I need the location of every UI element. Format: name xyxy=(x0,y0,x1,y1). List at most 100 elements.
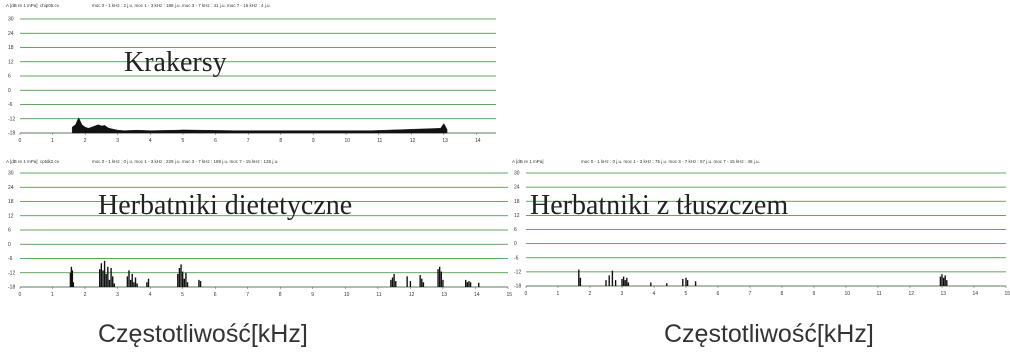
x-tick-label: 13 xyxy=(442,138,448,144)
x-tick-label: 2 xyxy=(84,292,87,298)
x-tick-label: 2 xyxy=(84,138,87,144)
spectrum-bar xyxy=(390,279,392,287)
chart-header-file: cptdk2.cv xyxy=(40,159,60,164)
x-tick-label: 4 xyxy=(653,291,656,297)
x-tick-label: 7 xyxy=(246,292,249,298)
x-tick-label: 10 xyxy=(345,138,351,144)
y-tick-label: -18 xyxy=(8,131,15,137)
spectrum-bar xyxy=(183,278,185,287)
spectrum-bar xyxy=(421,278,423,287)
spectrum-bar xyxy=(579,277,582,286)
chart-header-stats: moc 0 - 1 kHz : 0 j.u. moc 1 - 3 kHz : 2… xyxy=(92,159,279,164)
spectrum-bar xyxy=(131,273,133,287)
x-tick-label: 13 xyxy=(941,291,947,297)
x-tick-label: 12 xyxy=(409,292,415,298)
spectrum-bar xyxy=(128,270,130,287)
spectrum-bar xyxy=(626,277,628,286)
spectrum-bar xyxy=(178,268,181,287)
x-tick-label: 14 xyxy=(973,291,979,297)
spectrum-bar xyxy=(126,276,129,287)
x-tick-label: 0 xyxy=(525,291,528,297)
y-tick-label: 6 xyxy=(8,74,11,80)
spectrum-bar xyxy=(100,263,103,287)
spectrum-bar xyxy=(941,274,943,286)
x-tick-label: 0 xyxy=(19,292,22,298)
chart-title: Herbatniki z tłuszczem xyxy=(530,190,789,221)
spectrum-bar xyxy=(694,281,697,286)
spectrum-bar xyxy=(69,272,72,287)
x-axis-label-left: Częstotliwość[kHz] xyxy=(98,320,308,348)
spectrum-bar xyxy=(478,282,480,287)
spectrum-bar xyxy=(186,282,189,287)
spectrum-bar xyxy=(627,282,630,286)
spectrum-bar xyxy=(438,266,441,287)
spectrum-bar xyxy=(422,282,425,287)
spectrum-bar xyxy=(181,271,184,287)
y-tick-label: 24 xyxy=(514,185,520,191)
y-tick-label: 12 xyxy=(514,213,520,219)
x-tick-label: 10 xyxy=(845,291,851,297)
spectrum-bar xyxy=(105,273,107,287)
y-tick-label: -12 xyxy=(8,270,15,276)
y-tick-label: 0 xyxy=(514,241,517,247)
spectrum-bar xyxy=(939,276,942,286)
x-tick-label: 14 xyxy=(475,138,481,144)
chart-header-axis: A [dB re 1 mPa] xyxy=(6,3,38,8)
spectrum-bar xyxy=(409,281,412,287)
spectrum-bar xyxy=(146,282,148,287)
spectrum-bar xyxy=(614,280,617,286)
spectrum-bar xyxy=(578,269,580,286)
x-tick-label: 5 xyxy=(181,292,184,298)
spectrum-bar xyxy=(442,279,444,287)
spectrum-bar xyxy=(393,273,395,287)
y-tick-label: 6 xyxy=(8,228,11,234)
spectrum-bar xyxy=(469,282,472,287)
chart-header-stats: moc 0 - 1 kHz : 2 j.u. moc 1 - 3 kHz : 1… xyxy=(92,3,271,8)
x-tick-label: 15 xyxy=(1005,291,1010,297)
x-tick-label: 4 xyxy=(149,292,152,298)
spectrum-bar xyxy=(99,269,101,287)
spectrum-area xyxy=(71,117,448,134)
x-tick-label: 1 xyxy=(51,138,54,144)
x-tick-label: 14 xyxy=(474,292,480,298)
x-tick-label: 11 xyxy=(877,291,882,297)
spectrum-bar xyxy=(611,270,614,286)
x-axis-label-right: Częstotliwość[kHz] xyxy=(664,320,874,348)
spectrum-bar xyxy=(147,278,150,287)
spectrum-bar xyxy=(70,266,73,287)
x-tick-label: 9 xyxy=(311,292,314,298)
chart-panel-herbatniki-dietetyczne: A [dB re 1 mPa] cptdk2.cv moc 0 - 1 kHz … xyxy=(0,152,512,302)
spectrum-bar xyxy=(666,283,668,286)
x-tick-label: 0 xyxy=(19,138,22,144)
y-tick-label: 30 xyxy=(8,17,14,23)
x-tick-label: 12 xyxy=(909,291,915,297)
spectrum-bar xyxy=(198,279,200,287)
x-tick-label: 5 xyxy=(685,291,688,297)
x-tick-label: 9 xyxy=(312,138,315,144)
spectrum-bar xyxy=(942,277,945,286)
y-tick-label: 18 xyxy=(8,45,14,51)
spectrum-bar xyxy=(185,272,187,287)
x-tick-label: 10 xyxy=(344,292,350,298)
x-tick-label: 1 xyxy=(51,292,54,298)
spectrum-bar xyxy=(102,270,104,287)
x-tick-label: 7 xyxy=(749,291,752,297)
y-tick-label: -6 xyxy=(8,256,13,262)
y-tick-label: -18 xyxy=(8,285,15,291)
spectrum-bar xyxy=(112,276,114,287)
y-tick-label: 24 xyxy=(8,31,14,37)
x-tick-label: 1 xyxy=(557,291,560,297)
chart-title: Krakersy xyxy=(124,47,227,78)
x-tick-label: 7 xyxy=(247,138,250,144)
x-tick-label: 11 xyxy=(377,138,382,144)
y-tick-label: 18 xyxy=(514,199,520,205)
x-tick-label: 12 xyxy=(410,138,416,144)
y-tick-label: 30 xyxy=(514,171,520,177)
x-tick-label: 6 xyxy=(214,138,217,144)
spectrum-bar xyxy=(129,279,132,287)
